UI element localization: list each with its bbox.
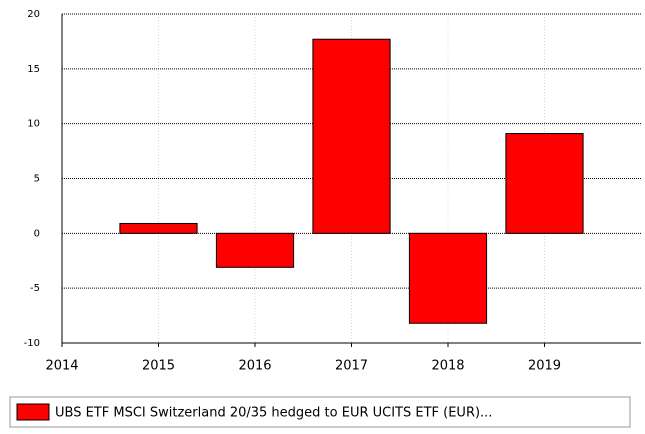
legend-box bbox=[9, 396, 631, 428]
y-tick-label: -10 bbox=[24, 338, 40, 349]
bar bbox=[312, 38, 391, 234]
bar bbox=[119, 222, 198, 234]
y-tick-label: 20 bbox=[27, 9, 40, 20]
x-tick-label: 2017 bbox=[335, 359, 368, 374]
bar bbox=[408, 232, 488, 324]
x-tick-label: 2015 bbox=[142, 359, 175, 374]
y-tick-label: 15 bbox=[27, 64, 40, 75]
y-tick-label: 0 bbox=[34, 228, 40, 239]
x-tick-label: 2014 bbox=[45, 359, 78, 374]
bar bbox=[505, 133, 584, 234]
x-tick-label: 2018 bbox=[431, 359, 464, 374]
y-tick-label: 5 bbox=[34, 174, 40, 185]
y-tick-label: 10 bbox=[27, 119, 40, 130]
y-tick-label: -5 bbox=[30, 283, 40, 294]
x-tick-label: 2019 bbox=[528, 359, 561, 374]
x-tick-label: 2016 bbox=[238, 359, 271, 374]
legend-label: UBS ETF MSCI Switzerland 20/35 hedged to… bbox=[55, 406, 492, 421]
legend-swatch bbox=[16, 403, 50, 421]
bar bbox=[215, 232, 295, 268]
